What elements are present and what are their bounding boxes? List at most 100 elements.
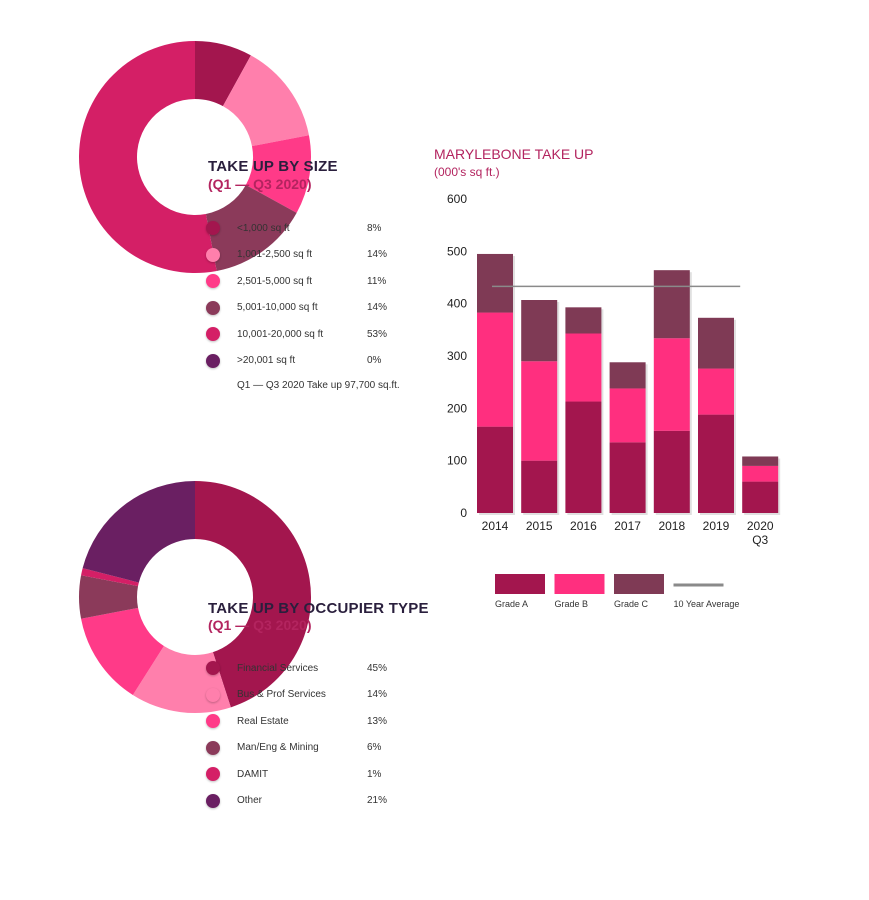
legend-swatch <box>206 687 220 702</box>
legend-label: Man/Eng & Mining <box>237 742 319 753</box>
size-donut-slice-2 <box>222 55 309 147</box>
legend-percent: 14% <box>367 249 388 260</box>
y-tick-label: 400 <box>447 297 467 311</box>
bar-stack <box>742 456 781 515</box>
size-donut-slice-5 <box>79 41 217 273</box>
bar-segment-grade-a <box>565 401 602 513</box>
y-tick-label: 600 <box>447 192 467 206</box>
legend-swatch <box>206 740 220 755</box>
x-tick-label: 2020 <box>747 519 774 533</box>
bar-segment-grade-c <box>565 307 602 334</box>
stacked-bar-chart: 0 100 200 300 400 500 600 2014 2015 2016 2017 2018 2… <box>447 192 781 609</box>
bar-stack <box>653 270 692 515</box>
x-tick-label: 2018 <box>658 519 685 533</box>
legend-label: 2,501-5,000 sq ft <box>237 275 313 287</box>
legend-swatch <box>206 221 220 235</box>
legend-swatch <box>206 300 220 315</box>
legend-percent: 14% <box>367 302 388 313</box>
y-tick-label: 300 <box>447 349 467 363</box>
y-tick-label: 0 <box>460 506 467 520</box>
occupier-panel-subtitle: (Q1 — Q3 2020) <box>208 617 312 633</box>
legend-row: Real Estate 13% <box>206 711 406 731</box>
legend-row: Bus & Prof Services 14% <box>206 685 406 705</box>
size-panel-title: TAKE UP BY SIZE <box>208 158 338 175</box>
occupier-donut-slice-4 <box>79 575 139 619</box>
legend-label: DAMIT <box>237 768 269 780</box>
legend-swatch <box>206 274 220 288</box>
legend-swatch <box>206 661 220 675</box>
legend-percent: 1% <box>367 768 382 780</box>
bar-legend-label: 10 Year Average <box>674 599 740 609</box>
size-total-note: Q1 — Q3 2020 Take up 97,700 sq.ft. <box>237 380 400 391</box>
bar-segment-grade-c <box>653 270 690 339</box>
legend-label: Real Estate <box>237 715 289 727</box>
legend-label: Financial Services <box>237 662 319 674</box>
legend-swatch <box>206 714 220 728</box>
bar-stack <box>609 362 648 515</box>
legend-label: Other <box>237 795 263 806</box>
bar-segment-grade-a <box>742 481 779 513</box>
size-donut-slice-1 <box>195 41 251 107</box>
bar-stack <box>521 300 560 515</box>
bar-segment-grade-b <box>698 368 734 415</box>
bar-segment-grade-b <box>742 465 779 482</box>
bar-segment-grade-a <box>609 442 646 513</box>
occupier-panel-title: TAKE UP BY OCCUPIER TYPE <box>208 600 429 617</box>
legend-row: 5,001-10,000 sq ft 14% <box>206 298 406 318</box>
legend-swatch-grade-c <box>614 574 664 594</box>
bar-legend-label: Grade B <box>555 599 589 609</box>
bar-segment-grade-a <box>698 414 734 513</box>
bar-segment-grade-c <box>742 456 779 466</box>
legend-percent: 45% <box>367 662 388 674</box>
x-tick-label: 2019 <box>703 519 730 533</box>
occupier-donut-slice-1 <box>195 481 311 708</box>
legend-row: 10,001-20,000 sq ft 53% <box>206 324 406 344</box>
bar-legend-label: Grade C <box>614 599 649 609</box>
bar-chart-subtitle: (000's sq ft.) <box>434 165 500 179</box>
legend-row: Financial Services 45% <box>206 658 406 678</box>
x-tick-sublabel: Q3 <box>752 533 768 547</box>
legend-percent: 11% <box>367 275 387 287</box>
legend-label: 5,001-10,000 sq ft <box>237 302 318 313</box>
legend-row: Man/Eng & Mining 6% <box>206 738 406 758</box>
size-donut-center-hole <box>137 99 253 215</box>
bar-stack <box>477 253 515 515</box>
legend-row: Other 21% <box>206 791 406 811</box>
bar-segment-grade-a <box>521 460 558 513</box>
bar-segment-grade-b <box>565 333 602 402</box>
legend-label: 10,001-20,000 sq ft <box>237 328 324 340</box>
bar-segment-grade-c <box>521 300 558 362</box>
occupier-donut-slice-6 <box>82 481 195 583</box>
legend-percent: 53% <box>367 328 388 340</box>
legend-row: 2,501-5,000 sq ft 11% <box>206 271 406 291</box>
legend-percent: 13% <box>367 715 388 727</box>
size-panel-subtitle: (Q1 — Q3 2020) <box>208 176 312 192</box>
occupier-donut-center-hole <box>137 539 253 655</box>
legend-label: <1,000 sq ft <box>237 222 290 234</box>
bar-stack <box>565 307 604 515</box>
x-tick-label: 2016 <box>570 519 597 533</box>
legend-label: 1,001-2,500 sq ft <box>237 249 313 260</box>
bar-segment-grade-a <box>653 430 690 513</box>
legend-percent: 8% <box>367 222 382 234</box>
legend-row: >20,001 sq ft 0% <box>206 351 406 371</box>
legend-percent: 0% <box>367 355 382 366</box>
y-tick-label: 200 <box>447 401 467 415</box>
x-tick-label: 2017 <box>614 519 641 533</box>
size-donut-slice-4 <box>205 184 297 271</box>
occupier-donut-slice-5 <box>81 568 139 587</box>
bar-legend-label: Grade A <box>495 599 528 609</box>
bar-segment-grade-b <box>653 338 690 431</box>
legend-label: Bus & Prof Services <box>237 689 326 700</box>
legend-percent: 14% <box>367 689 388 700</box>
legend-row: <1,000 sq ft 8% <box>206 218 406 238</box>
legend-swatch <box>206 767 220 781</box>
legend-label: >20,001 sq ft <box>237 355 296 366</box>
y-tick-label: 100 <box>447 454 467 468</box>
legend-swatch <box>206 327 220 341</box>
legend-swatch-grade-b <box>554 574 605 594</box>
bar-chart-title: MARYLEBONE TAKE UP <box>434 146 594 162</box>
bar-segment-grade-c <box>609 362 646 389</box>
x-tick-label: 2015 <box>526 519 553 533</box>
x-tick-label: 2014 <box>482 519 509 533</box>
